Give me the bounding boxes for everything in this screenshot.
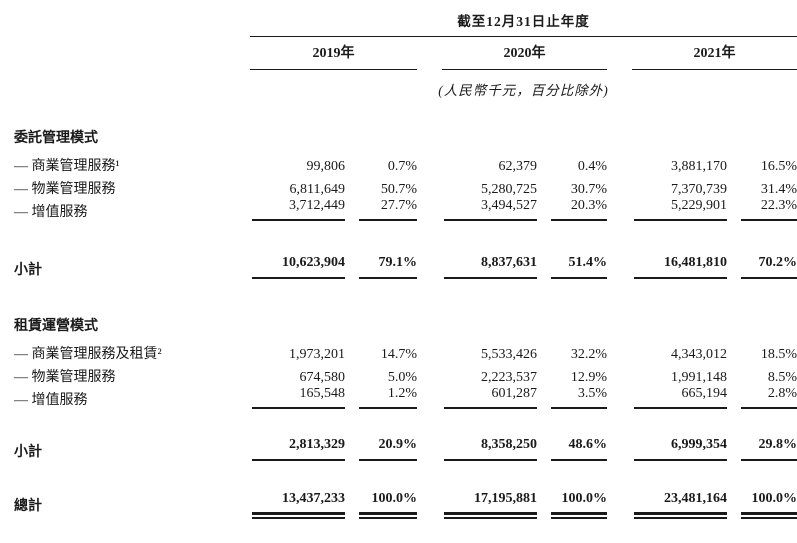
cell-2020-value: 62,379 [498,159,538,174]
cell-2021-value: 6,999,354 [634,437,727,461]
cell-2021-percent: 100.0% [741,491,797,519]
cell-2021-percent: 2.8% [741,386,797,409]
table-row: — 增值服務 165,548 1.2% 601,287 3.5% 665,194… [0,386,797,409]
row-label: — 商業管理服務及租賃² [14,347,162,362]
section-title: 委託管理模式 [14,131,98,146]
subtotal-row: 小計 10,623,904 79.1% 8,837,631 51.4% 16,4… [0,255,797,279]
section-title: 租賃運營模式 [14,319,98,334]
table-row: — 商業管理服務¹ 99,806 0.7% 62,379 0.4% 3,881,… [0,152,797,175]
row-label: — 增值服務 [14,393,88,408]
subtotal-label: 小計 [14,445,42,460]
cell-2020-value: 5,280,725 [481,182,537,197]
cell-2021-percent: 16.5% [760,159,797,174]
cell-2019-value: 3,712,449 [252,198,345,221]
cell-2021-value: 1,991,148 [671,370,727,385]
unit-note: (人民幣千元，百分比除外) [438,83,609,98]
cell-2020-percent: 30.7% [570,182,607,197]
cell-2019-value: 99,806 [306,159,346,174]
cell-2021-value: 23,481,164 [634,491,727,519]
total-label: 總計 [14,499,42,514]
cell-2019-percent: 5.0% [387,370,417,385]
year-header-row: 2019年 2020年 2021年 [0,42,797,70]
cell-2020-value: 2,223,537 [481,370,537,385]
cell-2020-value: 8,358,250 [444,437,537,461]
cell-2021-percent: 70.2% [741,255,797,279]
year-header-2021: 2021年 [632,42,797,70]
cell-2019-value: 674,580 [299,370,346,385]
cell-2020-percent: 51.4% [551,255,607,279]
cell-2019-percent: 27.7% [359,198,417,221]
cell-2019-percent: 79.1% [359,255,417,279]
cell-2019-percent: 1.2% [359,386,417,409]
cell-2019-value: 165,548 [252,386,345,409]
cell-2019-value: 10,623,904 [252,255,345,279]
cell-2021-value: 7,370,739 [671,182,727,197]
cell-2020-percent: 48.6% [551,437,607,461]
cell-2019-value: 2,813,329 [252,437,345,461]
cell-2020-value: 8,837,631 [444,255,537,279]
cell-2019-percent: 50.7% [380,182,417,197]
cell-2021-value: 16,481,810 [634,255,727,279]
subtotal-row: 小計 2,813,329 20.9% 8,358,250 48.6% 6,999… [0,437,797,461]
cell-2020-percent: 32.2% [570,347,607,362]
year-header-2020: 2020年 [442,42,607,70]
cell-2019-percent: 14.7% [380,347,417,362]
cell-2020-value: 601,287 [444,386,537,409]
cell-2020-percent: 0.4% [577,159,607,174]
row-label: — 物業管理服務 [14,370,116,385]
cell-2019-percent: 0.7% [387,159,417,174]
row-label: — 物業管理服務 [14,182,116,197]
cell-2021-percent: 31.4% [760,182,797,197]
cell-2020-value: 17,195,881 [444,491,537,519]
row-label: — 商業管理服務¹ [14,159,120,174]
table-row: — 物業管理服務 674,580 5.0% 2,223,537 12.9% 1,… [0,363,797,386]
cell-2021-value: 3,881,170 [671,159,727,174]
cell-2021-value: 5,229,901 [634,198,727,221]
cell-2020-percent: 100.0% [551,491,607,519]
period-header-row: 截至12月31日止年度 [0,10,797,37]
cell-2021-percent: 18.5% [760,347,797,362]
cell-2019-value: 1,973,201 [289,347,345,362]
cell-2021-value: 4,343,012 [671,347,727,362]
year-header-2019: 2019年 [250,42,417,70]
cell-2019-percent: 100.0% [359,491,417,519]
cell-2021-value: 665,194 [634,386,727,409]
subtotal-label: 小計 [14,263,42,278]
cell-2020-percent: 12.9% [570,370,607,385]
cell-2019-percent: 20.9% [359,437,417,461]
unit-note-row: (人民幣千元，百分比除外) [0,79,797,99]
cell-2021-percent: 8.5% [767,370,797,385]
period-header: 截至12月31日止年度 [250,10,797,37]
cell-2021-percent: 29.8% [741,437,797,461]
cell-2020-value: 5,533,426 [481,347,537,362]
cell-2021-percent: 22.3% [741,198,797,221]
section-title-row: 委託管理模式 [0,127,797,147]
cell-2019-value: 6,811,649 [289,182,345,197]
table-row: — 增值服務 3,712,449 27.7% 3,494,527 20.3% 5… [0,198,797,221]
section-title-row: 租賃運營模式 [0,315,797,335]
row-label: — 增值服務 [14,205,88,220]
table-row: — 商業管理服務及租賃² 1,973,201 14.7% 5,533,426 3… [0,340,797,363]
cell-2020-value: 3,494,527 [444,198,537,221]
total-row: 總計 13,437,233 100.0% 17,195,881 100.0% 2… [0,491,797,519]
table-row: — 物業管理服務 6,811,649 50.7% 5,280,725 30.7%… [0,175,797,198]
cell-2020-percent: 3.5% [551,386,607,409]
cell-2019-value: 13,437,233 [252,491,345,519]
cell-2020-percent: 20.3% [551,198,607,221]
